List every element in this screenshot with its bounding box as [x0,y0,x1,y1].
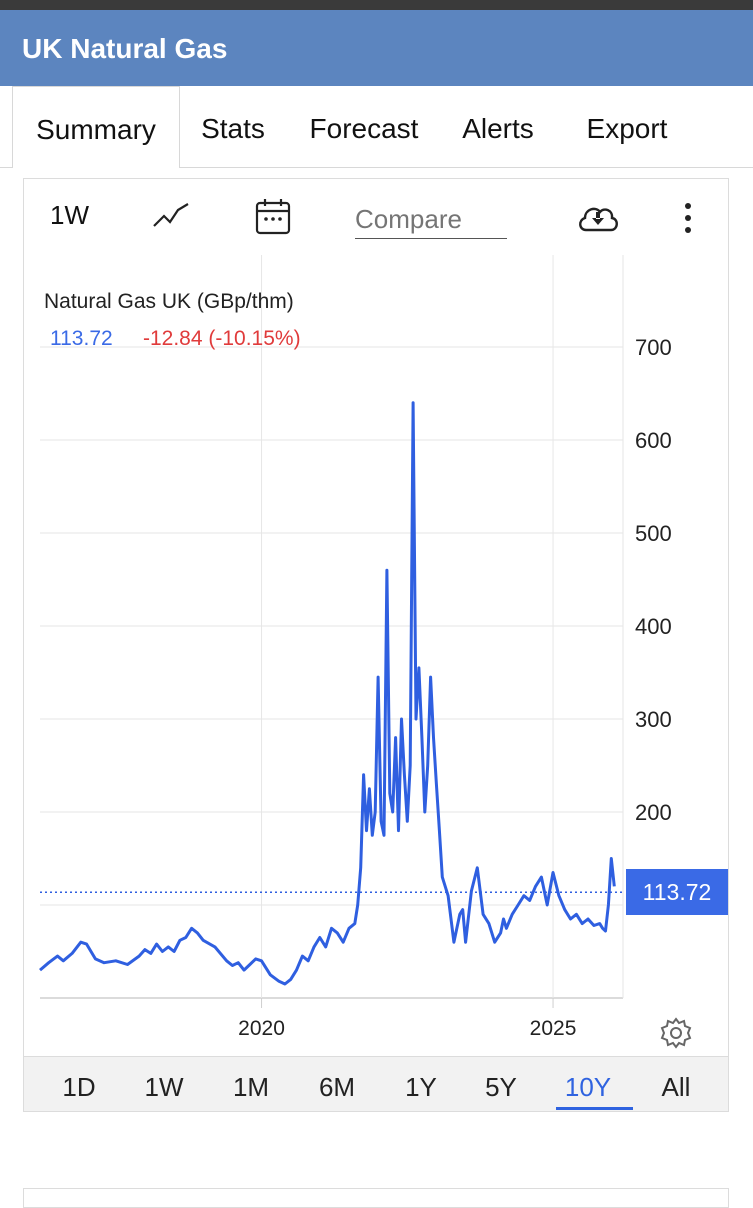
tab-bar: Summary Stats Forecast Alerts Export [0,86,753,168]
period-10y[interactable]: 10Y [564,1072,612,1102]
next-card [23,1188,729,1208]
cloud-download-icon[interactable] [576,198,620,243]
status-bar [0,0,753,10]
tab-stats[interactable]: Stats [201,113,265,144]
active-period-underline [556,1107,633,1110]
period-1m[interactable]: 1M [232,1072,270,1102]
line-chart-icon[interactable] [152,198,192,239]
period-selector [23,1056,729,1112]
period-1d[interactable]: 1D [62,1072,96,1102]
period-6m[interactable]: 6M [318,1072,356,1102]
last-price-tag: 113.72 [626,869,728,916]
period-5y[interactable]: 5Y [485,1072,517,1102]
tab-export[interactable]: Export [586,113,668,144]
chart-panel [23,178,729,1112]
tab-alerts[interactable]: Alerts [462,113,534,144]
tab-summary[interactable]: Summary [12,86,180,168]
period-1y[interactable]: 1Y [405,1072,437,1102]
app-header: UK Natural Gas [0,10,753,86]
period-all[interactable]: All [661,1072,691,1102]
tab-divider-left [0,167,12,168]
tab-divider [180,167,753,168]
interval-button[interactable]: 1W [50,200,89,230]
period-1w[interactable]: 1W [144,1072,184,1102]
app-title: UK Natural Gas [22,33,228,64]
more-vertical-icon[interactable] [680,200,696,245]
settings-gear-icon[interactable] [660,1017,692,1054]
compare-input[interactable] [355,200,507,239]
calendar-icon[interactable] [253,197,293,242]
tab-forecast[interactable]: Forecast [309,113,419,144]
